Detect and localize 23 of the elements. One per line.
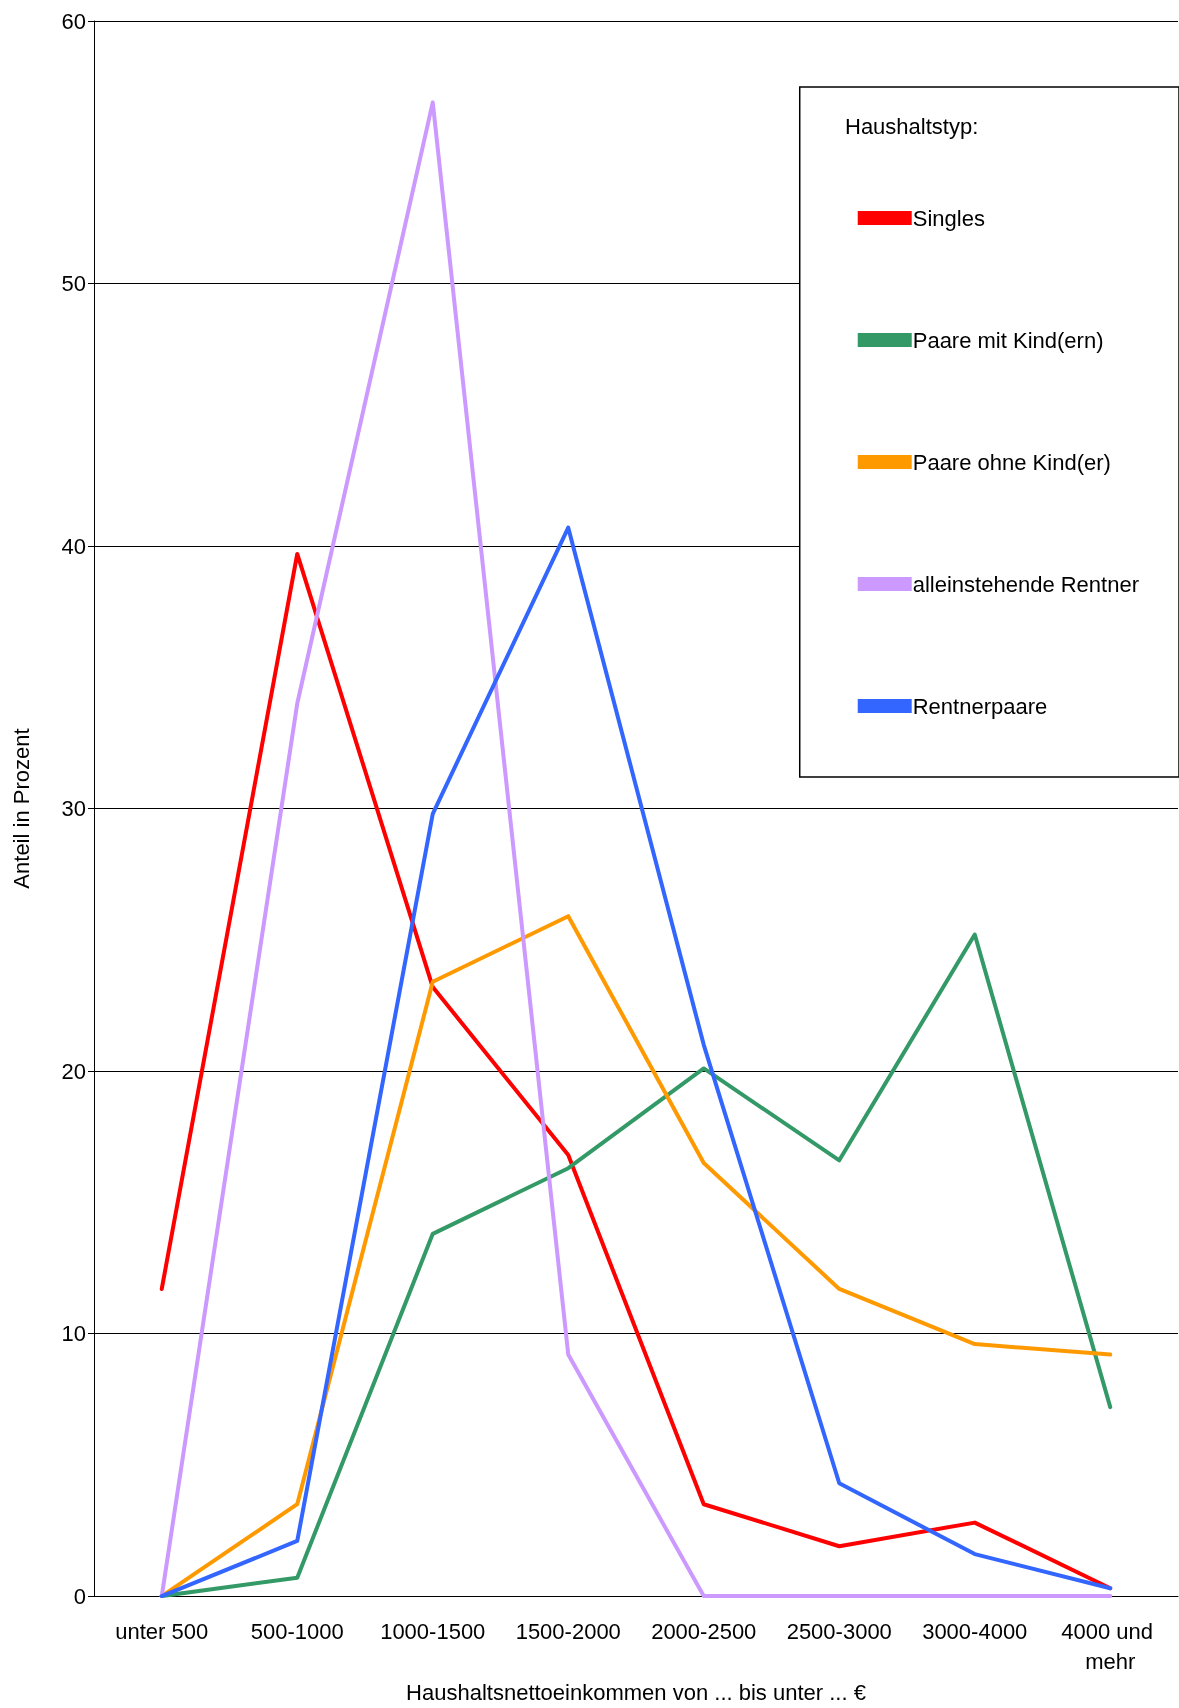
y-tick-label: 60 xyxy=(61,8,86,34)
legend-label: Singles xyxy=(912,205,985,231)
x-axis-title: Haushaltsnettoeinkommen von ... bis unter ... € xyxy=(406,1679,866,1705)
x-tick-label: 500-1000 xyxy=(250,1618,344,1644)
legend-label: alleinstehende Rentner xyxy=(912,571,1140,597)
x-tick-label: 2000-2500 xyxy=(651,1618,757,1644)
legend-label: Rentnerpaare xyxy=(912,693,1048,719)
x-tick-label: 1000-1500 xyxy=(380,1618,486,1644)
y-axis-title: Anteil in Prozent xyxy=(8,728,34,889)
y-tick-label: 20 xyxy=(61,1058,86,1084)
y-tick-label: 40 xyxy=(61,533,86,559)
y-tick-label: 50 xyxy=(61,271,86,297)
legend-label: Paare ohne Kind(er) xyxy=(912,449,1111,475)
x-tick-label: 2500-3000 xyxy=(786,1618,892,1644)
x-tick-label: 3000-4000 xyxy=(922,1618,1028,1644)
legend-label: Paare mit Kind(ern) xyxy=(912,327,1104,353)
y-tick-label: 30 xyxy=(61,796,86,822)
y-tick-label: 10 xyxy=(61,1321,86,1347)
y-tick-label: 0 xyxy=(73,1583,86,1609)
x-tick-label: unter 500 xyxy=(115,1618,209,1644)
legend-title: Haushaltstyp: xyxy=(845,113,979,139)
x-tick-label: 4000 und mehr xyxy=(1061,1618,1160,1674)
x-tick-label: 1500-2000 xyxy=(515,1618,621,1644)
